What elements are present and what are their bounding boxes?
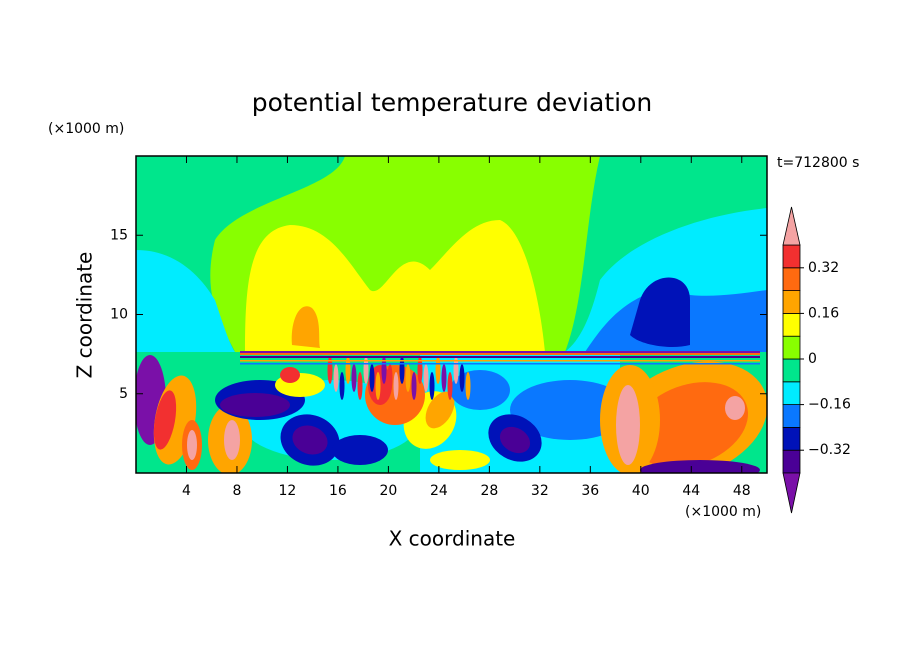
chart-title: potential temperature deviation bbox=[252, 88, 652, 117]
contour-region bbox=[351, 364, 357, 392]
x-tick-label: 4 bbox=[182, 483, 191, 499]
contour-region bbox=[240, 353, 760, 355]
contour-region bbox=[725, 396, 745, 420]
contour-region bbox=[393, 372, 399, 400]
contour-region bbox=[332, 435, 388, 465]
contour-region bbox=[430, 450, 490, 470]
contour-region bbox=[375, 372, 381, 400]
x-tick-label: 16 bbox=[329, 483, 347, 499]
contour-region bbox=[339, 372, 345, 400]
colorbar-box bbox=[782, 267, 801, 291]
contour-region bbox=[447, 372, 453, 400]
contour-region bbox=[240, 356, 760, 358]
colorbar: −0.32 −0.16 0 0.16 0.32 bbox=[782, 206, 851, 514]
y-tick-label: 10 bbox=[110, 307, 128, 323]
colorbar-triangle bbox=[782, 206, 801, 246]
contour-region bbox=[411, 372, 417, 400]
contour-region bbox=[441, 364, 447, 392]
contour-region bbox=[240, 351, 760, 353]
x-tick-label: 44 bbox=[682, 483, 700, 499]
colorbar-tick-label: 0.32 bbox=[808, 260, 839, 276]
x-tick-label: 32 bbox=[531, 483, 549, 499]
contour-region bbox=[240, 363, 760, 365]
y-tick-label: 15 bbox=[110, 227, 128, 243]
contour-region bbox=[187, 430, 197, 460]
x-tick-label: 24 bbox=[430, 483, 448, 499]
time-annotation: t=712800 s bbox=[777, 155, 859, 171]
x-tick-label: 8 bbox=[232, 483, 241, 499]
x-tick-label: 48 bbox=[733, 483, 751, 499]
contour-region bbox=[631, 382, 749, 468]
x-unit: (×1000 m) bbox=[685, 504, 761, 520]
colorbar-tick-label: 0.16 bbox=[808, 305, 839, 321]
contour-region bbox=[640, 460, 760, 473]
contour-region bbox=[240, 360, 760, 362]
contour-region bbox=[153, 390, 177, 450]
contour-region bbox=[387, 364, 393, 392]
contour-region bbox=[450, 370, 510, 410]
contour-region bbox=[292, 425, 328, 455]
x-tick-label: 36 bbox=[581, 483, 599, 499]
colorbar-triangle bbox=[782, 472, 801, 514]
contour-region bbox=[510, 380, 630, 440]
colorbar-box bbox=[782, 358, 801, 383]
colorbar-box bbox=[782, 312, 801, 337]
contour-region bbox=[369, 364, 375, 392]
colorbar-box bbox=[782, 244, 801, 269]
y-axis-label: Z coordinate bbox=[73, 252, 97, 379]
colorbar-box bbox=[782, 290, 801, 314]
colorbar-tick-label: −0.16 bbox=[808, 397, 851, 413]
contour-region bbox=[280, 367, 300, 383]
contour-region bbox=[291, 306, 320, 348]
y-unit: (×1000 m) bbox=[48, 121, 124, 137]
colorbar-tick-label: 0 bbox=[808, 351, 817, 367]
contour-region bbox=[357, 372, 363, 400]
colorbar-box bbox=[782, 335, 801, 360]
x-tick-label: 12 bbox=[279, 483, 297, 499]
colorbar-box bbox=[782, 404, 801, 428]
contour-region bbox=[616, 385, 640, 465]
x-axis-label: X coordinate bbox=[389, 527, 516, 551]
contour-region bbox=[245, 220, 545, 352]
contour-region bbox=[499, 426, 531, 454]
contour-region bbox=[429, 372, 435, 400]
contour-region bbox=[459, 364, 465, 392]
contour-field bbox=[136, 156, 767, 473]
colorbar-tick-label: −0.32 bbox=[808, 442, 851, 458]
contour-region bbox=[423, 364, 429, 392]
y-tick-label: 5 bbox=[119, 386, 128, 402]
colorbar-box bbox=[782, 426, 801, 451]
x-tick-label: 40 bbox=[632, 483, 650, 499]
contour-region bbox=[333, 364, 339, 392]
contour-region bbox=[220, 393, 290, 417]
colorbar-box bbox=[782, 381, 801, 405]
contour-region bbox=[136, 250, 235, 352]
contour-region bbox=[405, 364, 411, 392]
contour-region bbox=[425, 391, 455, 429]
contour-region bbox=[630, 277, 690, 347]
x-tick-label: 28 bbox=[480, 483, 498, 499]
contour-region bbox=[224, 420, 240, 460]
colorbar-box bbox=[782, 449, 801, 474]
x-tick-label: 20 bbox=[379, 483, 397, 499]
contour-region bbox=[465, 372, 471, 400]
